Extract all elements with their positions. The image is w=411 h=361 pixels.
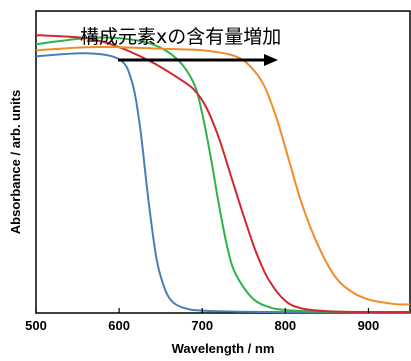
- series-line-2: [35, 36, 411, 314]
- plot-frame: [35, 10, 411, 314]
- x-tick-label: 900: [358, 318, 380, 333]
- series-line-1: [35, 52, 411, 314]
- series-layer: [35, 34, 411, 314]
- x-axis-title: Wavelength / nm: [172, 341, 275, 356]
- x-tick-label: 600: [108, 318, 130, 333]
- series-line-4: [35, 45, 411, 306]
- y-axis-title: Absorbance / arb. units: [8, 90, 23, 234]
- x-tick-label: 700: [191, 318, 213, 333]
- x-tick-label: 800: [274, 318, 296, 333]
- annotation-label: 構成元素xの含有量増加: [80, 26, 281, 48]
- series-line-3: [35, 34, 411, 314]
- x-tick-label: 500: [25, 318, 47, 333]
- x-axis-ticks: 500 600 700 800 900: [25, 308, 379, 333]
- annotation-arrow-head: [264, 54, 278, 66]
